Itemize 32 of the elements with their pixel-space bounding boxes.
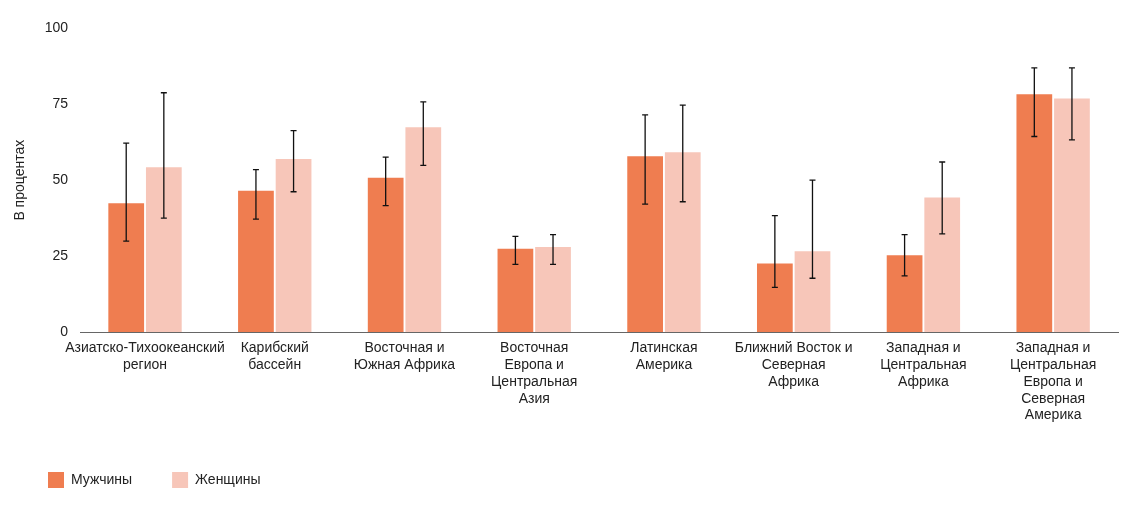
bar bbox=[1016, 94, 1053, 332]
x-tick-label: Латинская Америка bbox=[630, 339, 698, 373]
bar bbox=[238, 190, 274, 332]
x-tick-label: Западная и Центральная Африка bbox=[880, 339, 967, 389]
bar bbox=[924, 197, 961, 332]
bar bbox=[535, 246, 571, 332]
bar bbox=[756, 263, 793, 332]
x-tick-label: Восточная Европа и Центральная Азия bbox=[491, 339, 578, 406]
bar bbox=[664, 152, 701, 332]
bar bbox=[108, 203, 145, 332]
x-tick-label: Западная и Центральная Европа и Северная Америка bbox=[1009, 339, 1097, 423]
x-tick-label: Восточная и Южная Африка bbox=[353, 339, 456, 373]
bar bbox=[627, 156, 663, 332]
bar bbox=[886, 255, 923, 332]
y-tick-label: 75 bbox=[52, 95, 69, 112]
bar bbox=[1054, 98, 1090, 332]
bar bbox=[367, 177, 404, 332]
y-tick-label: 50 bbox=[52, 171, 69, 188]
x-tick-label: Ближний Восток и Северная Африка bbox=[734, 339, 853, 389]
y-tick-label: 0 bbox=[60, 322, 69, 339]
bar bbox=[405, 127, 442, 332]
bar bbox=[794, 251, 831, 332]
x-tick-label: Карибский бассейн bbox=[240, 339, 309, 373]
bar bbox=[275, 158, 312, 332]
y-axis-title: В процентах bbox=[11, 139, 28, 221]
legend-label: Женщины bbox=[195, 470, 261, 487]
bar bbox=[497, 248, 534, 332]
x-tick-label: Азиатско-Тихоокеанский регион bbox=[65, 339, 225, 373]
y-tick-label: 25 bbox=[52, 246, 69, 263]
y-tick-label: 100 bbox=[44, 19, 69, 36]
bar bbox=[145, 167, 182, 332]
legend-label: Мужчины bbox=[71, 470, 133, 487]
